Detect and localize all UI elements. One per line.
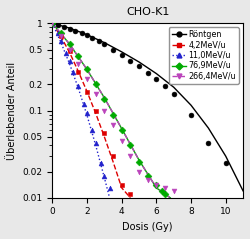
- Y-axis label: Überlebender Anteil: Überlebender Anteil: [7, 61, 17, 160]
- Legend: Röntgen, 4,2MeV/u, 11,0MeV/u, 76,9MeV/u, 266,4MeV/u: Röntgen, 4,2MeV/u, 11,0MeV/u, 76,9MeV/u,…: [169, 27, 239, 84]
- X-axis label: Dosis (Gy): Dosis (Gy): [122, 222, 173, 232]
- Title: CHO-K1: CHO-K1: [126, 7, 170, 17]
